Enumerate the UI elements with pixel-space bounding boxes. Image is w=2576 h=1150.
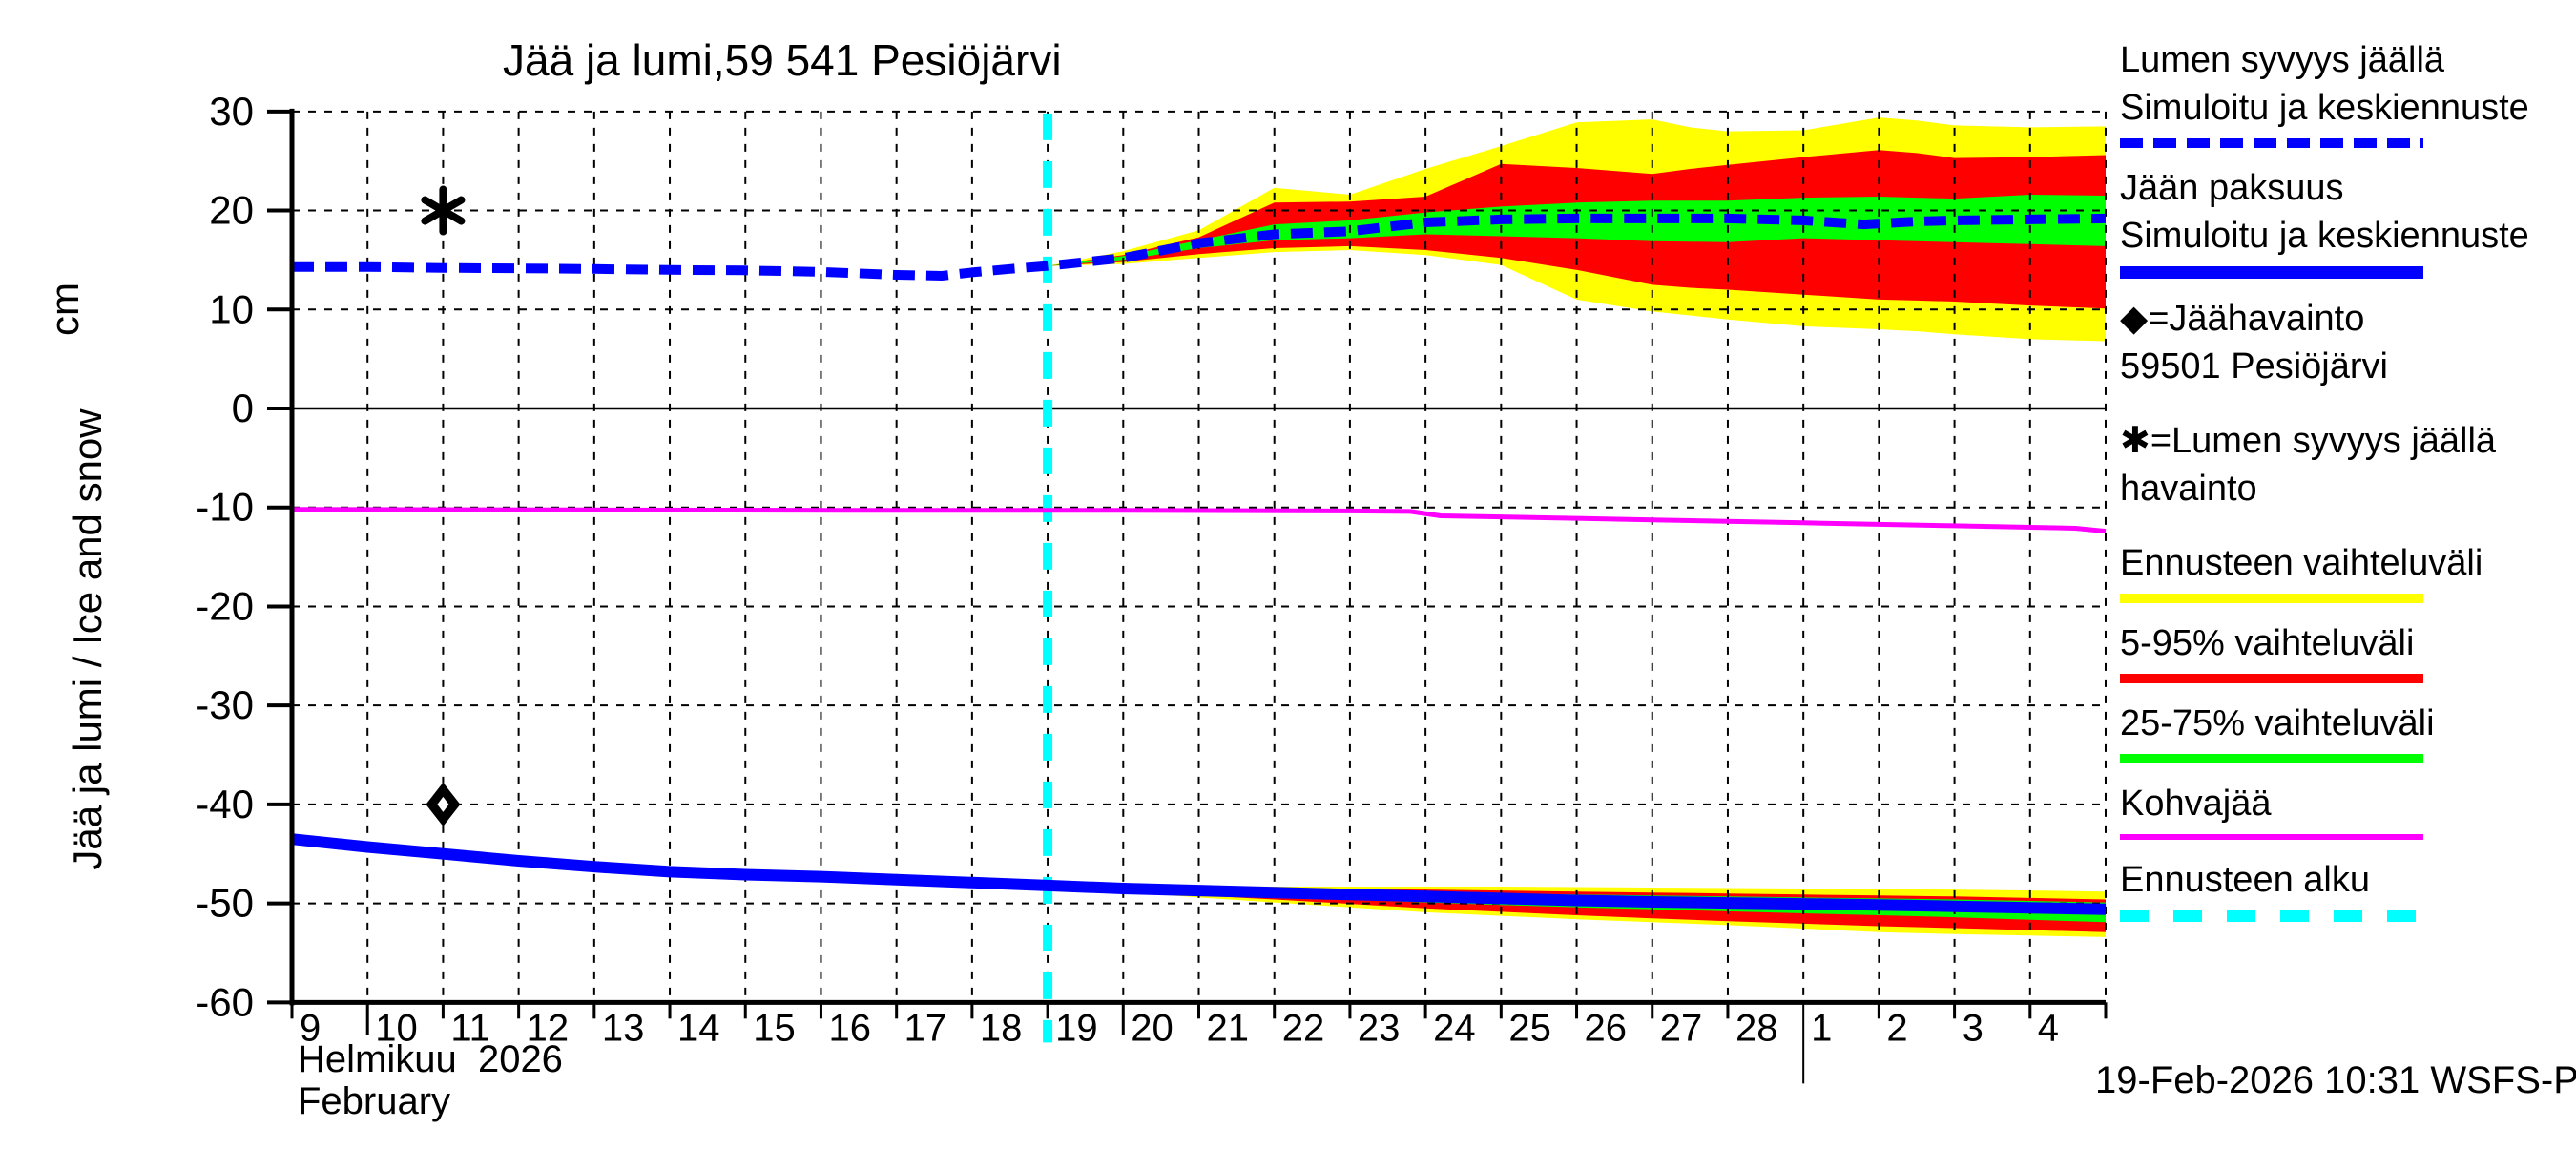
legend-label: Jään paksuus xyxy=(2120,168,2344,208)
y-tick-label: -30 xyxy=(196,682,254,727)
x-tick-label: 14 xyxy=(677,1007,720,1049)
legend-entry-8: Ennusteen alku xyxy=(2120,856,2576,922)
diamond-marker-icon: ◆ xyxy=(2120,299,2149,339)
x-tick-label: 24 xyxy=(1433,1007,1476,1049)
asterisk-marker-icon: ✱ xyxy=(2120,421,2150,461)
x-tick-label: 26 xyxy=(1585,1007,1628,1049)
x-axis-month-label-fi: Helmikuu 2026 xyxy=(298,1038,563,1080)
legend-label: 59501 Pesiöjärvi xyxy=(2120,346,2388,387)
y-tick-label: 10 xyxy=(209,286,254,331)
timestamp-label: 19-Feb-2026 10:31 WSFS-P xyxy=(2095,1059,2576,1101)
legend-label: Simuloitu ja keskiennuste xyxy=(2120,216,2529,256)
y-tick-label: -50 xyxy=(196,881,254,926)
legend-label: Simuloitu ja keskiennuste xyxy=(2120,88,2529,128)
legend-label: Ennusteen alku xyxy=(2120,860,2370,900)
x-tick-label: 20 xyxy=(1131,1007,1174,1049)
y-tick-label: 0 xyxy=(232,386,254,430)
x-tick-label: 18 xyxy=(980,1007,1023,1049)
y-tick-label: -10 xyxy=(196,485,254,530)
legend-entry-7: Kohvajää xyxy=(2120,780,2576,840)
legend-entry-3: ✱=Lumen syvyys jäällä havainto xyxy=(2120,417,2576,512)
x-tick-label: 13 xyxy=(602,1007,645,1049)
kohvajaa-line xyxy=(291,507,2107,534)
y-tick-label: -20 xyxy=(196,583,254,628)
x-tick-label: 15 xyxy=(753,1007,796,1049)
x-tick-label: 25 xyxy=(1508,1007,1551,1049)
legend-sample-cyan-dashed xyxy=(2120,910,2423,922)
ice-observation-diamond-center xyxy=(437,796,449,812)
x-tick-label: 21 xyxy=(1207,1007,1250,1049)
legend-label: 5-95% vaihteluväli xyxy=(2120,623,2415,663)
x-tick-label: 1 xyxy=(1811,1007,1832,1049)
x-tick-label: 17 xyxy=(904,1007,947,1049)
x-tick-label: 12 xyxy=(527,1007,570,1049)
legend-sample-blue-dashed xyxy=(2120,138,2423,148)
legend-sample-blue-solid xyxy=(2120,266,2423,279)
legend-label: havainto xyxy=(2120,469,2257,509)
y-tick-label: -60 xyxy=(196,979,254,1024)
legend-entry-6: 25-75% vaihteluväli xyxy=(2120,700,2576,763)
legend-sample-magenta-solid xyxy=(2120,834,2423,840)
y-tick-label: 30 xyxy=(209,89,254,134)
y-tick-label: -40 xyxy=(196,782,254,826)
x-axis-month-label-en: February xyxy=(298,1080,451,1122)
legend-entry-1: Jään paksuus Simuloitu ja keskiennuste xyxy=(2120,164,2576,279)
x-tick-label: 2 xyxy=(1886,1007,1907,1049)
y-tick-label: 20 xyxy=(209,188,254,233)
legend: Lumen syvyys jäällä Simuloitu ja keskienn… xyxy=(2120,36,2576,938)
legend-label: Lumen syvyys jäällä xyxy=(2120,40,2445,80)
legend-sample-green-solid xyxy=(2120,754,2423,763)
ice-thickness-line xyxy=(291,833,2107,915)
legend-label: ◆=Jäähavainto xyxy=(2120,299,2365,339)
y-axis-label: Jää ja lumi / Ice and snow xyxy=(65,408,110,870)
snow-depth-line xyxy=(292,213,2107,282)
legend-entry-2: ◆=Jäähavainto 59501 Pesiöjärvi xyxy=(2120,295,2576,390)
x-tick-label: 23 xyxy=(1358,1007,1401,1049)
legend-sample-red-solid xyxy=(2120,674,2423,683)
legend-label: ✱=Lumen syvyys jäällä xyxy=(2120,421,2497,461)
legend-entry-0: Lumen syvyys jäällä Simuloitu ja keskienn… xyxy=(2120,36,2576,148)
x-tick-label: 10 xyxy=(375,1007,418,1049)
chart-title: Jää ja lumi,59 541 Pesiöjärvi xyxy=(503,35,1062,85)
legend-sample-yellow-solid xyxy=(2120,594,2423,603)
x-tick-label: 16 xyxy=(828,1007,871,1049)
legend-entry-5: 5-95% vaihteluväli xyxy=(2120,619,2576,683)
x-tick-label: 11 xyxy=(450,1007,490,1049)
x-tick-label: 22 xyxy=(1282,1007,1325,1049)
x-tick-label: 27 xyxy=(1660,1007,1703,1049)
snow-observation-asterisk xyxy=(421,196,466,225)
legend-label: 25-75% vaihteluväli xyxy=(2120,703,2435,743)
legend-entry-4: Ennusteen vaihteluväli xyxy=(2120,539,2576,603)
x-tick-label: 4 xyxy=(2038,1007,2059,1049)
x-tick-label: 3 xyxy=(1963,1007,1984,1049)
legend-label: Ennusteen vaihteluväli xyxy=(2120,543,2483,583)
x-tick-label: 19 xyxy=(1055,1007,1098,1049)
x-tick-label: 28 xyxy=(1735,1007,1778,1049)
legend-label: Kohvajää xyxy=(2120,784,2272,824)
y-axis-unit-label: cm xyxy=(42,282,87,336)
x-tick-label: 9 xyxy=(300,1007,321,1049)
